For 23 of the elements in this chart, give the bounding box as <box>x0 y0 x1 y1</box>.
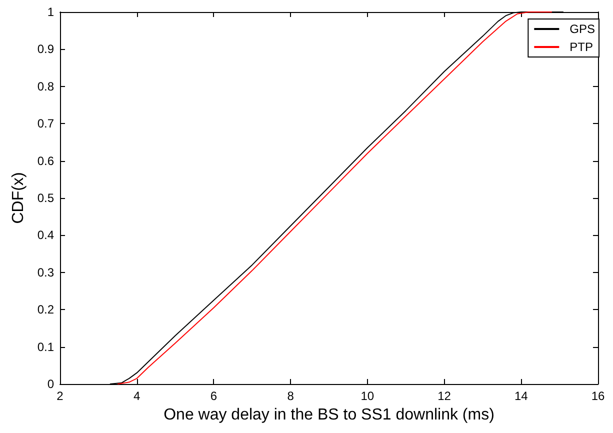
x-tick-label: 8 <box>287 389 294 403</box>
y-tick-label: 0.9 <box>37 42 54 56</box>
y-tick-label: 0.7 <box>37 116 54 131</box>
y-tick-label: 0 <box>47 377 54 391</box>
x-tick-label: 6 <box>210 389 218 403</box>
y-tick-label: 0.2 <box>37 302 54 317</box>
legend-label: PTP <box>570 40 593 54</box>
y-tick-label: 0.1 <box>37 340 54 354</box>
x-tick-label: 14 <box>514 389 528 403</box>
x-tick-label: 2 <box>56 389 64 403</box>
legend-label: GPS <box>570 22 595 36</box>
y-tick-label: 0.8 <box>37 79 54 94</box>
x-tick-label: 16 <box>591 389 605 403</box>
y-axis-title: CDF(x) <box>10 172 27 224</box>
y-tick-label: 0.4 <box>37 228 54 242</box>
y-tick-label: 1 <box>47 5 54 19</box>
y-tick-label: 0.3 <box>37 265 54 280</box>
x-tick-label: 10 <box>360 389 374 403</box>
x-tick-label: 4 <box>134 389 141 403</box>
y-tick-label: 0.5 <box>37 191 54 205</box>
x-tick-label: 12 <box>438 389 452 403</box>
y-tick-label: 0.6 <box>37 154 54 168</box>
x-axis-title: One way delay in the BS to SS1 downlink (ms) <box>164 406 494 424</box>
